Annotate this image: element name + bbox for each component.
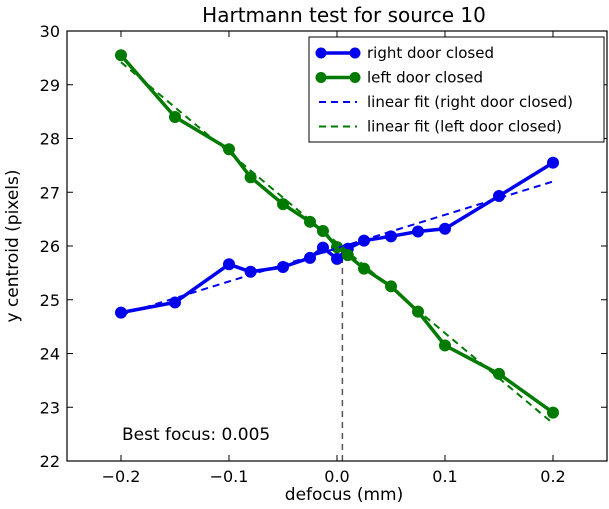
y-tick-label: 28 [40, 130, 60, 149]
data-point [277, 198, 289, 211]
data-point [316, 241, 329, 254]
legend-marker-1 [315, 72, 327, 83]
axes-frame [66, 30, 608, 462]
legend-marker-0 [349, 47, 361, 59]
y-tick-label: 24 [40, 345, 60, 364]
data-point [439, 339, 451, 352]
legend-label-0: right door closed [367, 44, 494, 62]
data-point [412, 225, 424, 238]
data-point [385, 280, 397, 293]
y-tick-label: 29 [40, 76, 60, 95]
data-point [223, 143, 235, 156]
data-point [169, 111, 181, 123]
data-point [439, 222, 451, 235]
fit-line-2 [120, 180, 554, 316]
x-tick-label: 0.0 [324, 467, 349, 486]
legend-label-3: linear fit (left door closed) [367, 118, 562, 136]
data-point [223, 258, 235, 271]
legend-label-2: linear fit (right door closed) [367, 93, 573, 111]
best-focus-annotation: Best focus: 0.005 [122, 425, 270, 445]
legend-label-1: left door closed [367, 69, 483, 87]
data-point [331, 252, 343, 265]
data-point [358, 262, 370, 275]
x-tick-label: −0.1 [210, 467, 249, 486]
data-point [547, 156, 559, 169]
x-tick-label: 0.1 [432, 467, 457, 486]
data-point [547, 406, 559, 419]
legend-marker-0 [315, 47, 327, 59]
data-point [115, 49, 127, 62]
x-tick-label: 0.2 [540, 467, 565, 486]
chart-title: Hartmann test for source 10 [202, 3, 486, 27]
legend-marker-1 [349, 72, 361, 83]
x-tick-label: −0.2 [102, 467, 141, 486]
fit-line-3 [120, 61, 554, 425]
legend: right door closed left door closed linear … [308, 36, 605, 143]
y-tick-label: 30 [40, 22, 60, 41]
y-axis-label: y centroid (pixels) [3, 170, 23, 323]
y-tick-label: 25 [40, 291, 60, 310]
y-tick-label: 27 [40, 183, 60, 202]
y-tick-label: 22 [40, 452, 60, 471]
y-tick-label: 26 [40, 237, 60, 256]
y-tick-label: 23 [40, 398, 60, 417]
plot-area: −0.2 −0.1 0.0 0.1 0.2 22 23 24 25 26 27 28 29 30 [40, 22, 608, 486]
x-axis-label: defocus (mm) [285, 485, 403, 505]
